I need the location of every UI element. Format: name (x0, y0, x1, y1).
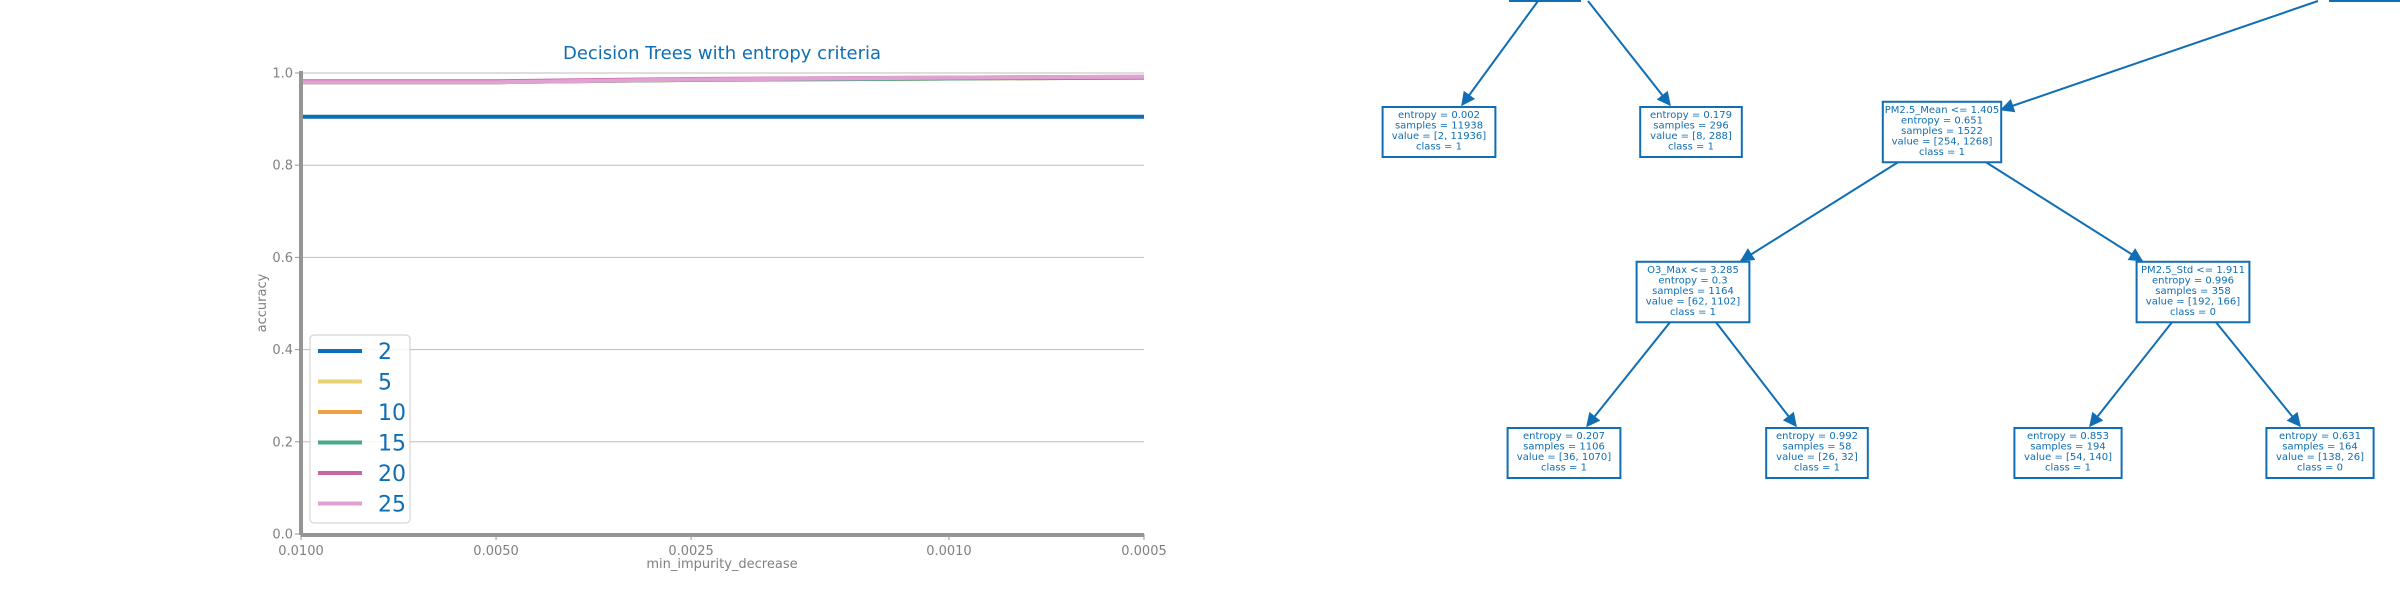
tree-node-line: entropy = 0.002 (1398, 110, 1480, 121)
tree-edge (2089, 321, 2173, 428)
tree-node-box-partial (2329, 0, 2400, 2)
tree-node-line: value = [2, 11936] (1392, 131, 1486, 142)
tree-edge (1985, 161, 2144, 262)
x-axis-label: min_impurity_decrease (646, 557, 797, 572)
tree-node-line: entropy = 0.996 (2152, 275, 2234, 286)
tree-node-line: samples = 358 (2155, 286, 2230, 297)
x-tick-label: 0.0050 (473, 544, 519, 559)
tree-node-box (1635, 260, 1751, 324)
tree-edge (1587, 0, 1671, 107)
tree-edge (1461, 0, 1539, 107)
tree-edge (1715, 321, 1797, 428)
tree-node-line: value = [138, 26] (2276, 452, 2364, 463)
y-tick-label: 0.4 (272, 343, 293, 358)
tree-node-line: value = [254, 1268] (1892, 136, 1993, 147)
tree-node-box (2135, 260, 2251, 324)
tree-node-box (1381, 106, 1497, 158)
tree-edges (1461, 0, 2319, 428)
tree-edge (1586, 321, 1671, 428)
legend-label: 25 (378, 493, 406, 518)
tree-node-line: samples = 1522 (1901, 126, 1983, 137)
tree-node-box (2265, 427, 2375, 479)
tree-node-line: class = 1 (2045, 463, 2091, 474)
legend-label: 5 (378, 371, 392, 396)
tree-edge (1739, 161, 1899, 262)
y-tick-label: 0.0 (272, 528, 293, 543)
tree-node-line: value = [62, 1102] (1646, 296, 1740, 307)
tree-node-line: samples = 58 (1782, 442, 1851, 453)
tree-node-line: PM2.5_Mean <= 1.405 (1885, 105, 2000, 116)
tree-node-line: value = [8, 288] (1650, 131, 1732, 142)
tree-node-line: O3_Max <= 3.285 (1647, 265, 1739, 276)
series-line-25 (301, 74, 1145, 85)
tree-node-box (1765, 427, 1869, 479)
tree-node-line: class = 1 (1670, 307, 1716, 318)
tree-node-box (1639, 106, 1743, 158)
y-axis-label: accuracy (255, 273, 270, 332)
x-tick-label: 0.0010 (926, 544, 972, 559)
chart-series (301, 74, 1145, 119)
tree-node-line: class = 1 (1541, 463, 1587, 474)
tree-node-line: entropy = 0.179 (1650, 110, 1732, 121)
legend-label: 15 (378, 432, 406, 457)
tree-node-box (1506, 427, 1622, 479)
tree-node-line: entropy = 0.651 (1901, 115, 1983, 126)
chart-grid (301, 72, 1144, 535)
chart-axes (299, 71, 1144, 537)
tree-node-line: entropy = 0.631 (2279, 431, 2361, 442)
tree-node-line: class = 1 (1794, 463, 1840, 474)
tree-node-line: entropy = 0.207 (1523, 431, 1605, 442)
x-tick-label: 0.0100 (278, 544, 324, 559)
legend-label: 10 (378, 401, 406, 426)
tree-node-box (2013, 427, 2123, 479)
tree-node-line: class = 1 (1919, 147, 1965, 158)
legend-label: 20 (378, 462, 406, 487)
tree-node-line: class = 0 (2170, 307, 2216, 318)
tree-edge (2215, 321, 2301, 428)
y-tick-label: 0.6 (272, 251, 293, 266)
chart-title: Decision Trees with entropy criteria (563, 43, 881, 64)
tree-node-line: entropy = 0.992 (1776, 431, 1858, 442)
tree-node-box (1881, 100, 2003, 164)
tree-node-line: samples = 1106 (1523, 442, 1605, 453)
tree-node-line: samples = 296 (1653, 121, 1728, 132)
tree-node-box-partial (1509, 0, 1581, 2)
tree-node-line: class = 1 (1416, 142, 1462, 153)
accuracy-line-chart: Decision Trees with entropy criteria 0.0… (255, 43, 1167, 572)
tree-node-line: samples = 1164 (1652, 286, 1734, 297)
x-tick-label: 0.0005 (1121, 544, 1167, 559)
tree-node-line: samples = 11938 (1395, 121, 1483, 132)
y-tick-label: 0.8 (272, 159, 293, 174)
tree-node-line: value = [26, 32] (1776, 452, 1858, 463)
legend-label: 2 (378, 340, 392, 365)
tree-node-line: value = [54, 140] (2024, 452, 2112, 463)
tree-node-line: entropy = 0.3 (1658, 275, 1727, 286)
tree-node-line: value = [192, 166] (2146, 296, 2240, 307)
tree-node-line: class = 0 (2297, 463, 2343, 474)
y-tick-label: 0.2 (272, 435, 293, 450)
tree-edge (1999, 0, 2319, 113)
chart-ticks: 0.0 0.2 0.4 0.6 0.8 1.0 0.0100 0.0050 0.0025 0.00… (272, 67, 1166, 560)
tree-node-line: PM2.5_Std <= 1.911 (2141, 265, 2245, 276)
tree-node-line: entropy = 0.853 (2027, 431, 2109, 442)
tree-node-line: value = [36, 1070] (1517, 452, 1611, 463)
tree-node-line: samples = 164 (2282, 442, 2357, 453)
tree-node-line: class = 1 (1668, 142, 1714, 153)
tree-node-line: samples = 194 (2030, 442, 2105, 453)
x-tick-label: 0.0025 (668, 544, 714, 559)
y-tick-label: 1.0 (272, 67, 293, 82)
